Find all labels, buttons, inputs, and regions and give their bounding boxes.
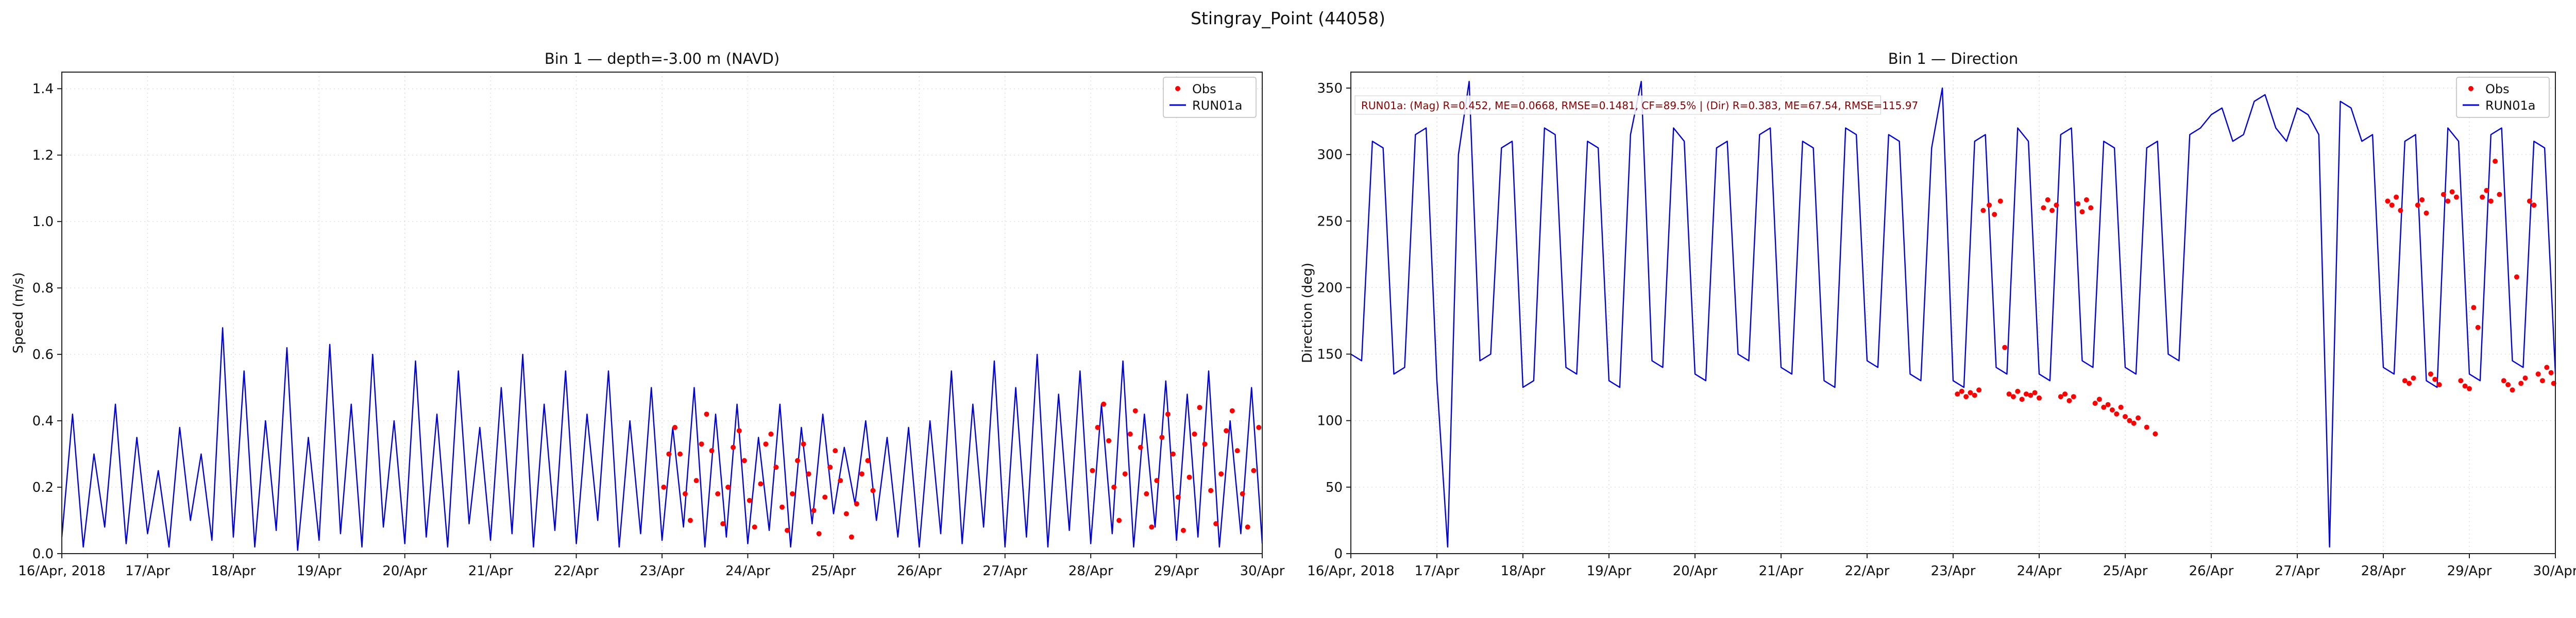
chart-panel-1: 16/Apr, 2018 17/Apr 18/Apr 19/Apr 20/Apr 21/A… (1300, 50, 2576, 579)
svg-text:23/Apr: 23/Apr (1931, 563, 1976, 579)
svg-text:0.2: 0.2 (32, 480, 54, 495)
svg-text:29/Apr: 29/Apr (1154, 563, 1199, 579)
svg-text:RUN01a: (Mag) R=0.452, ME=0.06: RUN01a: (Mag) R=0.452, ME=0.0668, RMSE=0… (1361, 99, 1918, 112)
svg-text:50: 50 (1326, 480, 1343, 495)
svg-text:22/Apr: 22/Apr (1845, 563, 1890, 579)
axes-spines (1350, 72, 2556, 554)
svg-text:29/Apr: 29/Apr (2447, 563, 2492, 579)
legend-model-label: RUN01a (2485, 98, 2535, 113)
grid-lines (1350, 72, 2556, 554)
svg-text:21/Apr: 21/Apr (468, 563, 513, 579)
svg-text:1.2: 1.2 (32, 148, 54, 163)
svg-text:21/Apr: 21/Apr (1759, 563, 1804, 579)
svg-text:17/Apr: 17/Apr (125, 563, 170, 579)
obs-points (661, 401, 1262, 540)
svg-text:26/Apr: 26/Apr (897, 563, 942, 579)
chart-title: Bin 1 — depth=-3.00 m (NAVD) (545, 50, 779, 67)
svg-text:28/Apr: 28/Apr (1069, 563, 1113, 579)
figure-suptitle: Stingray_Point (44058) (1191, 8, 1385, 28)
svg-text:1.4: 1.4 (32, 81, 54, 97)
svg-text:20/Apr: 20/Apr (1673, 563, 1718, 579)
legend: Obs RUN01a (1163, 77, 1257, 118)
legend-obs-marker (2468, 86, 2473, 91)
svg-text:17/Apr: 17/Apr (1415, 563, 1460, 579)
y-axis: 0.0 0.2 0.4 0.6 0.8 1.0 1.2 1.4 (32, 81, 62, 562)
grid-lines (61, 72, 1263, 554)
svg-text:200: 200 (1317, 280, 1343, 296)
svg-text:30/Apr: 30/Apr (2533, 563, 2576, 579)
svg-text:100: 100 (1317, 414, 1343, 429)
legend-obs-label: Obs (2485, 82, 2510, 96)
svg-text:18/Apr: 18/Apr (1501, 563, 1546, 579)
svg-text:28/Apr: 28/Apr (2361, 563, 2406, 579)
svg-text:19/Apr: 19/Apr (1587, 563, 1632, 579)
svg-text:0.8: 0.8 (32, 281, 54, 296)
svg-text:27/Apr: 27/Apr (982, 563, 1027, 579)
svg-text:25/Apr: 25/Apr (811, 563, 856, 579)
svg-text:18/Apr: 18/Apr (211, 563, 256, 579)
svg-text:16/Apr, 2018: 16/Apr, 2018 (1307, 563, 1395, 579)
x-axis: 16/Apr, 2018 17/Apr 18/Apr 19/Apr 20/Apr 21/A… (18, 554, 1285, 579)
y-axis-label: Speed (m/s) (11, 272, 26, 354)
svg-text:300: 300 (1317, 147, 1343, 163)
chart-title: Bin 1 — Direction (1888, 50, 2018, 67)
svg-text:16/Apr, 2018: 16/Apr, 2018 (18, 563, 106, 579)
svg-text:26/Apr: 26/Apr (2189, 563, 2234, 579)
x-axis: 16/Apr, 2018 17/Apr 18/Apr 19/Apr 20/Apr 21/A… (1307, 554, 2576, 579)
svg-text:150: 150 (1317, 347, 1343, 363)
stats-annotation: RUN01a: (Mag) R=0.452, ME=0.0668, RMSE=0… (1354, 95, 1918, 115)
svg-text:250: 250 (1317, 214, 1343, 229)
legend-obs-label: Obs (1192, 82, 1216, 96)
model-line (61, 327, 1263, 551)
y-axis: 0 50 100 150 200 250 300 350 (1317, 81, 1351, 562)
svg-text:23/Apr: 23/Apr (640, 563, 685, 579)
legend-obs-marker (1175, 86, 1180, 91)
obs-points (1955, 159, 2556, 437)
y-axis-label: Direction (deg) (1300, 263, 1315, 363)
svg-text:350: 350 (1317, 81, 1343, 96)
chart-panel-0: 16/Apr, 2018 17/Apr 18/Apr 19/Apr 20/Apr 21/A… (11, 50, 1285, 579)
legend-model-label: RUN01a (1192, 98, 1242, 113)
legend: Obs RUN01a (2456, 77, 2550, 118)
svg-text:22/Apr: 22/Apr (554, 563, 599, 579)
svg-text:25/Apr: 25/Apr (2103, 563, 2148, 579)
svg-text:19/Apr: 19/Apr (297, 563, 342, 579)
axes-spines (61, 72, 1263, 554)
model-line (1350, 80, 2556, 548)
svg-text:1.0: 1.0 (32, 214, 54, 230)
svg-text:0: 0 (1334, 546, 1343, 562)
svg-text:27/Apr: 27/Apr (2275, 563, 2320, 579)
svg-text:24/Apr: 24/Apr (725, 563, 770, 579)
svg-text:0.0: 0.0 (32, 546, 54, 562)
svg-text:30/Apr: 30/Apr (1240, 563, 1285, 579)
svg-text:24/Apr: 24/Apr (2017, 563, 2062, 579)
svg-text:0.6: 0.6 (32, 347, 54, 363)
svg-text:0.4: 0.4 (32, 414, 54, 429)
svg-text:20/Apr: 20/Apr (382, 563, 427, 579)
